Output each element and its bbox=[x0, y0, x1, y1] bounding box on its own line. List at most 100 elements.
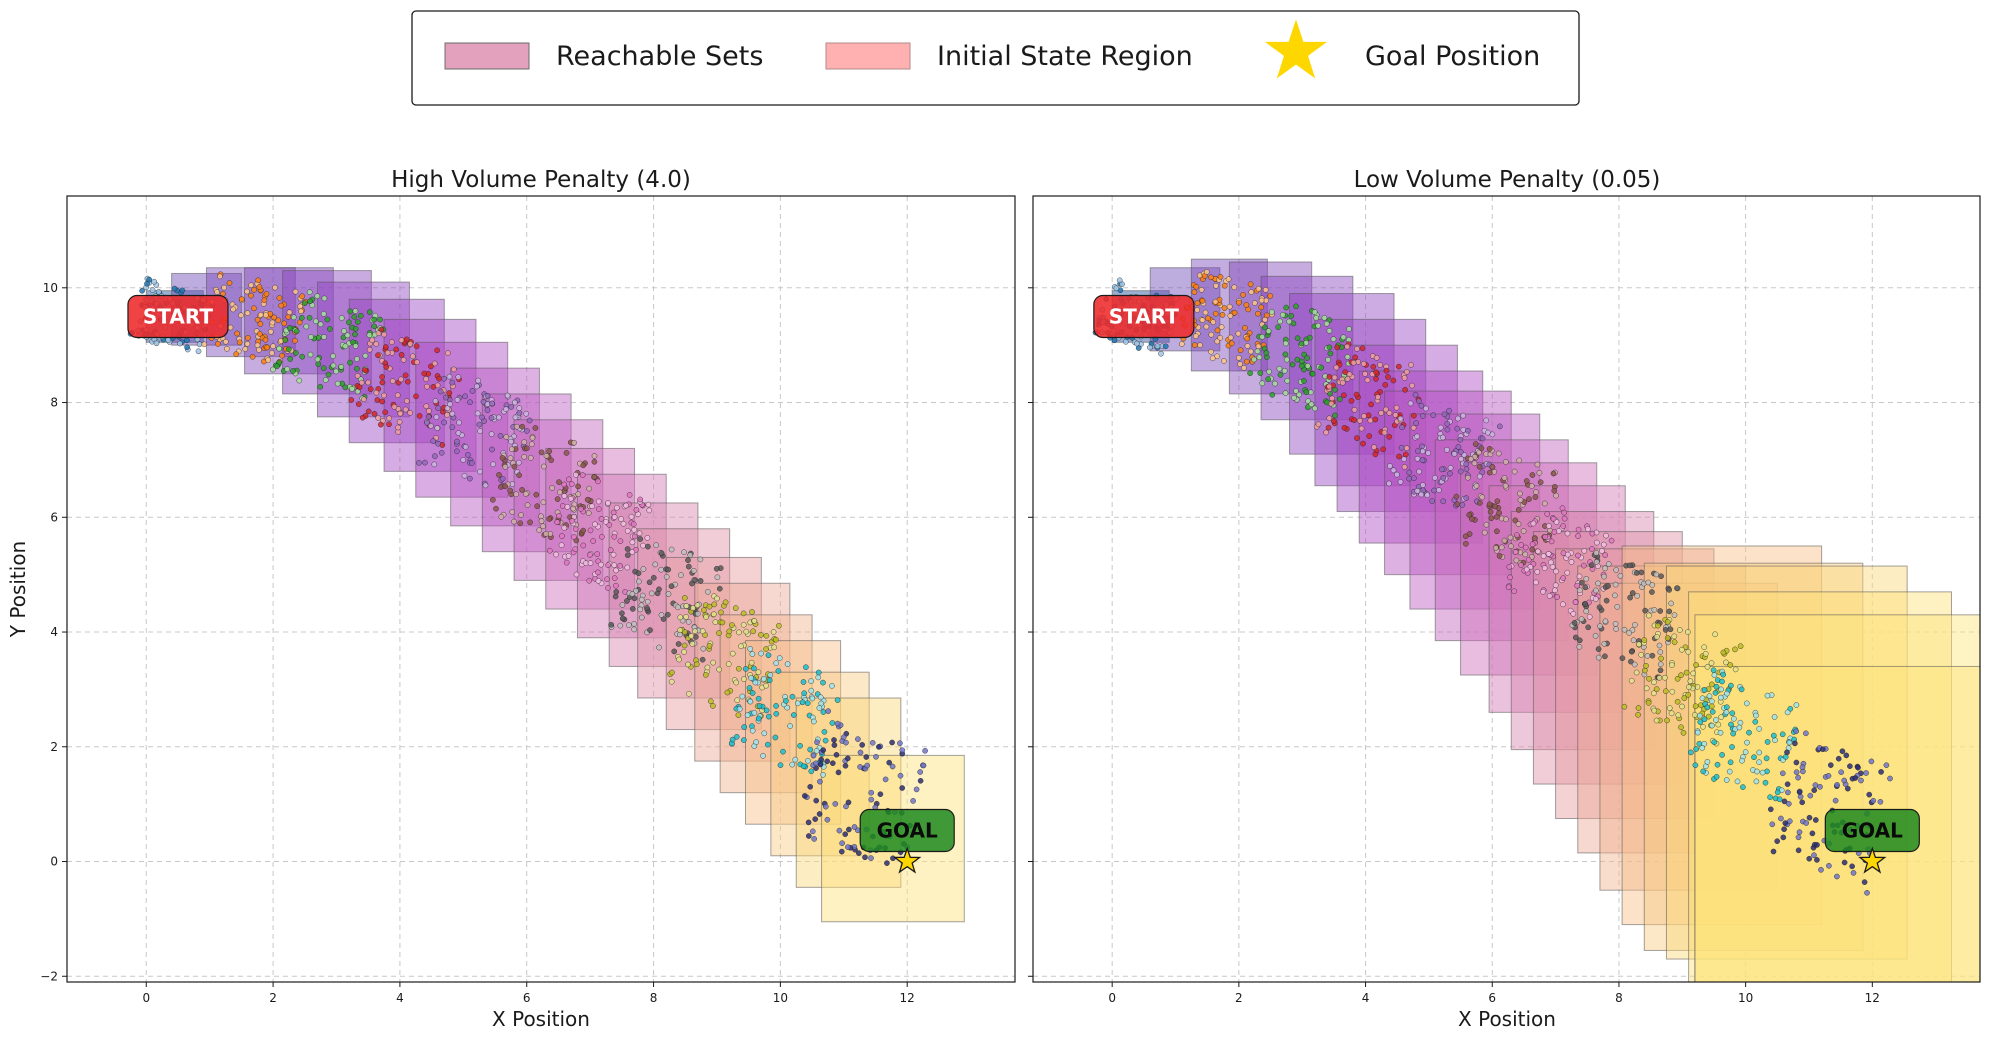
sample-point bbox=[366, 346, 373, 353]
sample-point bbox=[281, 320, 288, 327]
sample-point bbox=[620, 520, 627, 527]
sample-point bbox=[1782, 820, 1789, 826]
sample-point bbox=[1415, 448, 1421, 454]
sample-point bbox=[371, 410, 378, 417]
sample-point bbox=[1667, 626, 1674, 633]
sample-point bbox=[449, 424, 456, 431]
sample-point bbox=[1344, 354, 1351, 360]
sample-point bbox=[1515, 521, 1522, 527]
sample-point bbox=[1372, 451, 1379, 458]
sample-point bbox=[359, 414, 366, 421]
sample-point bbox=[1459, 502, 1466, 508]
sample-point bbox=[430, 438, 437, 444]
sample-point bbox=[503, 406, 509, 413]
sample-point bbox=[1559, 505, 1566, 512]
sample-point bbox=[356, 384, 363, 390]
sample-point bbox=[1212, 298, 1219, 305]
sample-point bbox=[631, 527, 638, 533]
sample-point bbox=[425, 413, 432, 420]
sample-point bbox=[598, 516, 605, 522]
sample-point bbox=[859, 742, 866, 748]
sample-point bbox=[321, 334, 327, 340]
sample-point bbox=[1630, 637, 1637, 644]
sample-point bbox=[1861, 879, 1868, 885]
sample-point bbox=[1577, 637, 1583, 644]
sample-point bbox=[608, 622, 615, 628]
sample-point bbox=[631, 595, 638, 602]
sample-point bbox=[1533, 579, 1539, 586]
sample-point bbox=[1795, 774, 1801, 781]
sample-point bbox=[1331, 418, 1337, 424]
sample-point bbox=[508, 404, 515, 410]
sample-point bbox=[856, 850, 862, 856]
sample-point bbox=[540, 523, 546, 530]
sample-point bbox=[920, 762, 927, 769]
sample-point bbox=[729, 650, 736, 657]
sample-point bbox=[629, 549, 636, 555]
sample-point bbox=[371, 323, 378, 330]
sample-point bbox=[1511, 468, 1518, 475]
sample-point bbox=[512, 414, 519, 421]
sample-point bbox=[784, 661, 791, 667]
sample-point bbox=[1197, 342, 1203, 349]
sample-point bbox=[1516, 507, 1522, 513]
sample-point bbox=[1675, 712, 1682, 719]
sample-point bbox=[1737, 719, 1744, 726]
sample-point bbox=[1782, 754, 1789, 760]
sample-point bbox=[1419, 448, 1426, 455]
sample-point bbox=[808, 768, 815, 775]
sample-point bbox=[645, 543, 651, 550]
sample-point bbox=[724, 689, 731, 696]
sample-point bbox=[342, 384, 349, 391]
sample-point bbox=[556, 513, 562, 519]
sample-point bbox=[820, 772, 826, 778]
sample-point bbox=[758, 650, 764, 657]
sample-point bbox=[1162, 343, 1169, 350]
sample-point bbox=[857, 749, 864, 756]
sample-point bbox=[1551, 529, 1558, 535]
sample-point bbox=[1242, 325, 1248, 331]
sample-point bbox=[1291, 394, 1297, 401]
sample-point bbox=[739, 693, 746, 700]
sample-point bbox=[327, 326, 333, 332]
sample-point bbox=[286, 309, 293, 316]
sample-point bbox=[307, 351, 314, 358]
sample-point bbox=[1631, 661, 1638, 668]
sample-point bbox=[1594, 539, 1600, 546]
sample-point bbox=[1575, 533, 1581, 539]
sample-point bbox=[645, 501, 652, 508]
sample-point bbox=[1554, 594, 1560, 600]
sample-point bbox=[797, 743, 803, 749]
legend-item-reachable-sets: Reachable Sets bbox=[444, 41, 763, 72]
sample-point bbox=[1340, 334, 1347, 341]
sample-point bbox=[476, 421, 483, 428]
sample-point bbox=[393, 346, 400, 353]
sample-point bbox=[270, 366, 276, 373]
sample-point bbox=[1257, 370, 1264, 376]
sample-point bbox=[807, 746, 814, 753]
sample-point bbox=[477, 428, 483, 434]
sample-point bbox=[1671, 639, 1678, 645]
sample-point bbox=[817, 761, 824, 768]
sample-point bbox=[1728, 682, 1734, 689]
sample-point bbox=[375, 415, 382, 421]
sample-point bbox=[1613, 626, 1619, 632]
sample-point bbox=[1455, 415, 1461, 422]
sample-point bbox=[1326, 344, 1333, 351]
sample-point bbox=[344, 332, 351, 339]
sample-point bbox=[244, 341, 251, 347]
sample-point bbox=[1852, 775, 1859, 781]
sample-point bbox=[629, 539, 636, 546]
sample-point bbox=[1642, 607, 1648, 614]
sample-point bbox=[488, 431, 495, 437]
sample-point bbox=[890, 855, 896, 862]
sample-point bbox=[528, 455, 534, 461]
sample-point bbox=[1695, 729, 1701, 736]
sample-point bbox=[465, 451, 471, 458]
sample-point bbox=[153, 340, 160, 347]
x-tick-label: 8 bbox=[650, 991, 658, 1005]
sample-point bbox=[699, 656, 706, 663]
sample-point bbox=[1614, 604, 1621, 610]
sample-point bbox=[284, 366, 290, 372]
sample-point bbox=[1458, 456, 1464, 462]
